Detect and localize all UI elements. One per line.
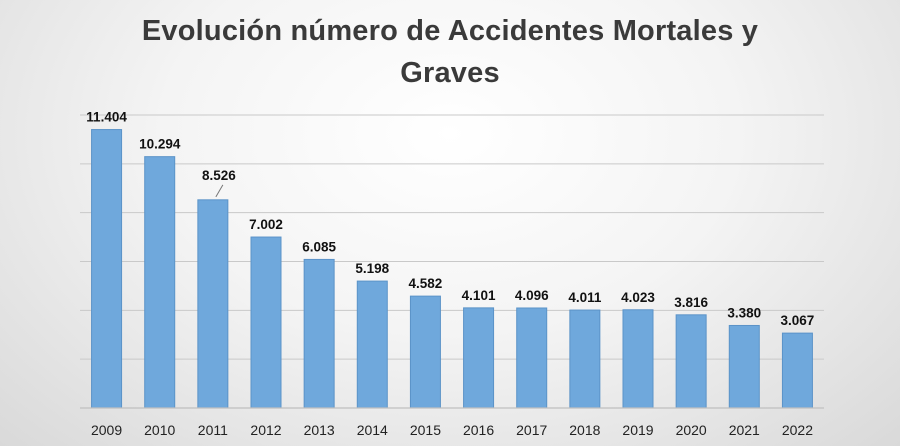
x-tick-label-2019: 2019 bbox=[622, 422, 653, 438]
data-label-2009: 11.404 bbox=[86, 110, 127, 125]
leader-line-2011 bbox=[215, 184, 224, 198]
bar-2022 bbox=[781, 332, 813, 409]
x-tick-label-2014: 2014 bbox=[357, 422, 388, 438]
x-tick-label-2015: 2015 bbox=[410, 422, 441, 438]
data-label-2012: 7.002 bbox=[249, 217, 283, 232]
data-label-2018: 4.011 bbox=[568, 290, 602, 305]
bar-2018 bbox=[569, 309, 601, 409]
x-tick-label-2020: 2020 bbox=[676, 422, 707, 438]
bar-2020 bbox=[675, 314, 707, 409]
x-tick-label-2010: 2010 bbox=[144, 422, 175, 438]
x-tick-label-2018: 2018 bbox=[569, 422, 600, 438]
x-tick-label-2013: 2013 bbox=[304, 422, 335, 438]
data-label-2015: 4.582 bbox=[409, 276, 443, 291]
data-label-2022: 3.067 bbox=[781, 313, 815, 328]
x-tick-label-2022: 2022 bbox=[782, 422, 813, 438]
bar-2017 bbox=[516, 307, 548, 409]
chart-title: Evolución número de Accidentes Mortales … bbox=[0, 10, 900, 94]
x-tick-label-2012: 2012 bbox=[250, 422, 281, 438]
data-label-2016: 4.101 bbox=[462, 288, 496, 303]
data-label-2019: 4.023 bbox=[621, 290, 655, 305]
data-label-2020: 3.816 bbox=[674, 295, 708, 310]
data-label-2014: 5.198 bbox=[355, 261, 389, 276]
x-tick-label-2017: 2017 bbox=[516, 422, 547, 438]
bar-2016 bbox=[463, 307, 495, 409]
bar-2010 bbox=[144, 156, 176, 409]
chart-title-line-2: Graves bbox=[400, 57, 500, 89]
data-label-2017: 4.096 bbox=[515, 288, 549, 303]
bar-2013 bbox=[303, 258, 335, 409]
bar-2011 bbox=[197, 199, 229, 409]
data-label-2010: 10.294 bbox=[139, 137, 181, 152]
chart-title-line-1: Evolución número de Accidentes Mortales … bbox=[141, 15, 759, 47]
x-tick-label-2011: 2011 bbox=[198, 422, 228, 438]
x-tick-label-2009: 2009 bbox=[91, 422, 122, 438]
data-label-2011: 8.526 bbox=[202, 168, 236, 183]
bar-2019 bbox=[622, 309, 654, 409]
bar-2021 bbox=[728, 324, 760, 409]
bar-2015 bbox=[409, 295, 441, 409]
data-label-2021: 3.380 bbox=[727, 305, 761, 320]
x-tick-label-2021: 2021 bbox=[729, 422, 760, 438]
data-label-2013: 6.085 bbox=[302, 239, 336, 254]
bar-2014 bbox=[356, 280, 388, 409]
bar-2012 bbox=[250, 236, 282, 409]
bar-2009 bbox=[91, 129, 123, 409]
x-tick-label-2016: 2016 bbox=[463, 422, 494, 438]
